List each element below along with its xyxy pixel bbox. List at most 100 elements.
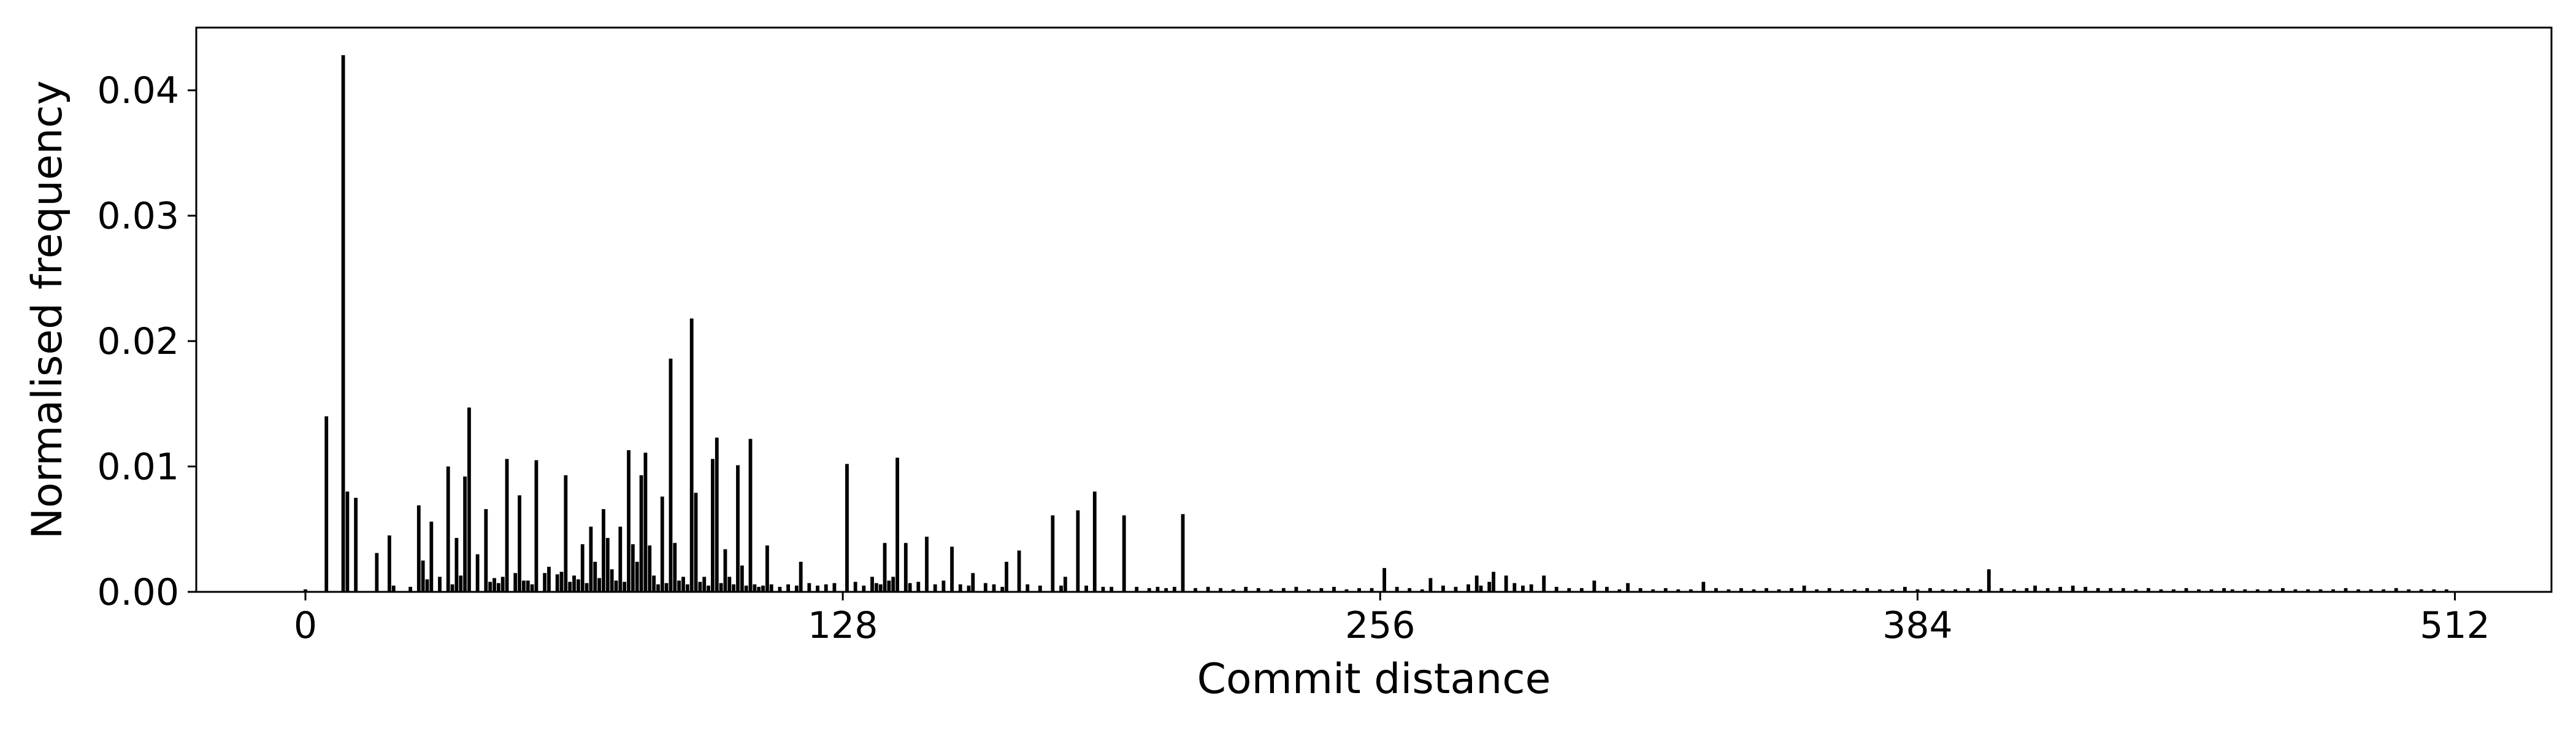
bar-small-46: [496, 583, 500, 592]
bar-small-436: [2134, 589, 2138, 592]
bar-small-280: [1479, 585, 1483, 592]
bar-small-233: [1281, 588, 1286, 592]
bar-small-162: [983, 583, 987, 592]
bar-181: [1063, 577, 1067, 592]
bar-small-70: [597, 578, 602, 592]
bar-small-304: [1579, 588, 1584, 592]
bar-81: [643, 453, 648, 592]
bar-55: [534, 460, 539, 592]
bar-small-144: [908, 583, 912, 592]
bar-small-415: [2045, 588, 2050, 592]
bar-167: [1005, 561, 1008, 592]
bar-78: [631, 544, 635, 592]
bar-small-424: [2083, 586, 2088, 592]
bar-small-53: [526, 580, 530, 592]
bar-141: [895, 458, 900, 592]
bar-93: [694, 493, 698, 592]
bar-138: [883, 543, 887, 592]
y-tick-label: 0.02: [97, 320, 179, 363]
bar-small-465: [2255, 589, 2260, 592]
bar-small-91: [685, 584, 689, 592]
bar-small-442: [2159, 589, 2163, 592]
bar-184: [1076, 510, 1080, 592]
bar-178: [1051, 515, 1055, 592]
bar-small-492: [2369, 589, 2373, 592]
bar-small-190: [1101, 586, 1105, 592]
bar-small-321: [1651, 589, 1655, 592]
bar-small-102: [732, 584, 736, 592]
bar-small-254: [1370, 588, 1374, 592]
bar-small-271: [1441, 585, 1445, 592]
bar-small-107: [753, 584, 757, 592]
bar-small-318: [1638, 588, 1643, 592]
bar-427: [2096, 588, 2100, 592]
bar-small-324: [1663, 588, 1668, 592]
bar-118: [799, 561, 803, 592]
bar-small-21: [391, 585, 396, 592]
bar-small-336: [1714, 588, 1718, 592]
bar-small-457: [2222, 588, 2226, 592]
bar-small-462: [2243, 589, 2247, 592]
bar-small-430: [2109, 588, 2113, 592]
x-axis-label: Commit distance: [1197, 655, 1551, 703]
bar-154: [950, 546, 954, 592]
bar-small-448: [2184, 588, 2188, 592]
bar-small-126: [832, 583, 837, 592]
bar-small-339: [1727, 589, 1731, 592]
bar-64: [572, 575, 576, 592]
bar-30: [429, 521, 434, 592]
bar-small-396: [1966, 588, 1970, 592]
bar-60: [555, 574, 559, 592]
bar-90: [681, 577, 685, 592]
bar-92: [689, 318, 694, 592]
bar-small-120: [807, 583, 811, 592]
bar-small-99: [719, 583, 723, 592]
bar-88: [673, 543, 677, 592]
bar-small-54: [530, 584, 534, 592]
bar-286: [1504, 575, 1508, 592]
bar-small-89: [677, 580, 681, 592]
bar-small-418: [2058, 586, 2063, 592]
bar-95: [702, 577, 707, 592]
bar-small-451: [2197, 589, 2201, 592]
bar-small-369: [1852, 589, 1857, 592]
bar-87: [669, 358, 673, 592]
bar-small-212: [1194, 588, 1197, 592]
bar-97: [711, 459, 715, 592]
bar-small-25: [408, 586, 412, 592]
bar-0: [304, 589, 307, 592]
bar-small-342: [1739, 588, 1743, 592]
bar-small-277: [1466, 584, 1470, 592]
bar-small-108: [757, 586, 761, 592]
bar-small-298: [1554, 586, 1558, 592]
bar-small-137: [878, 584, 883, 592]
bar-small-510: [2444, 589, 2448, 592]
bar-small-292: [1529, 584, 1533, 592]
bar-small-63: [568, 581, 572, 592]
bar-small-495: [2382, 589, 2386, 592]
bar-73: [610, 569, 614, 592]
bar-small-198: [1135, 586, 1139, 592]
bar-small-94: [698, 581, 702, 592]
bar-77: [627, 450, 631, 592]
bar-small-236: [1294, 586, 1298, 592]
bar-100: [723, 549, 727, 592]
bar-412: [2033, 585, 2037, 592]
bar-68: [589, 526, 593, 592]
bar-41: [475, 554, 480, 592]
bar-small-117: [794, 585, 799, 592]
bar-401: [1987, 569, 1991, 592]
bar-98: [715, 437, 719, 592]
bar-small-483: [2331, 589, 2335, 592]
bar-small-384: [1915, 589, 1920, 592]
bar-small-230: [1269, 589, 1273, 592]
bar-small-439: [2146, 588, 2150, 592]
bar-small-47: [500, 577, 505, 592]
bar-small-266: [1420, 589, 1424, 592]
bar-459: [2230, 589, 2234, 592]
bar-295: [1542, 575, 1546, 592]
bar-small-158: [967, 585, 971, 592]
bar-small-221: [1231, 589, 1235, 592]
bar-66: [580, 544, 585, 592]
